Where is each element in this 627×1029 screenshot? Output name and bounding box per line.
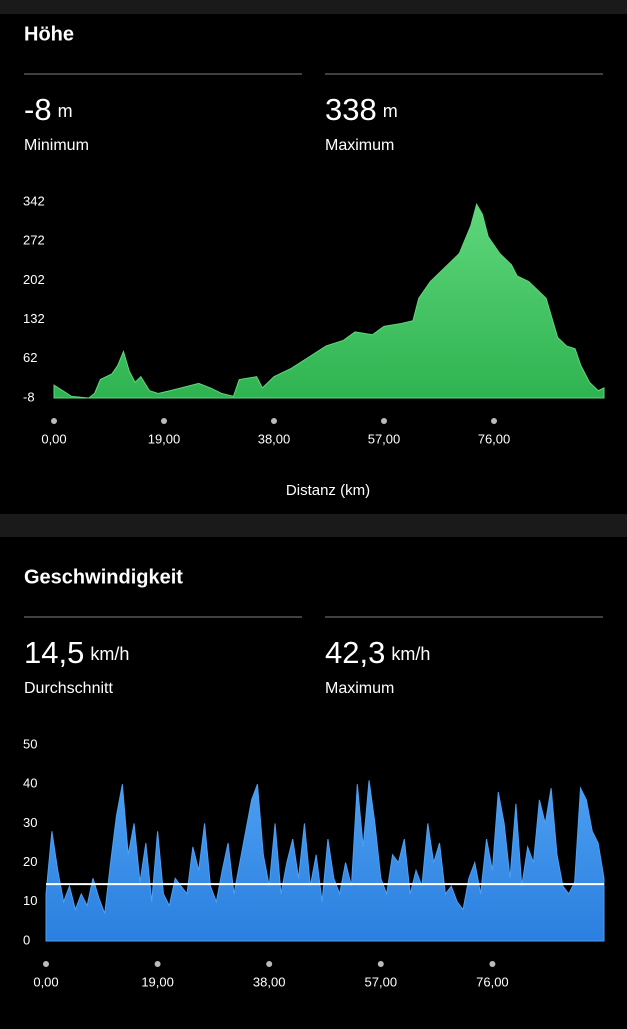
top-strip [0,0,627,14]
stat-unit: m [383,101,398,121]
stat-label: Maximum [325,680,394,697]
x-tick-label: 38,00 [258,431,291,446]
y-tick-label: 0 [23,932,30,947]
section-title: Geschwindigkeit [24,566,183,588]
stat-value: 42,3 km/h [325,635,430,670]
stat-value: -8 m [24,92,73,127]
y-tick-label: 202 [23,272,45,287]
x-tick-dot [43,961,49,967]
stat-unit: km/h [391,644,430,664]
section-title: Höhe [24,23,74,45]
x-tick-label: 19,00 [148,431,181,446]
x-tick-label: 0,00 [33,974,58,989]
x-tick-label: 57,00 [368,431,401,446]
x-axis-label: Distanz (km) [286,482,370,499]
y-tick-label: -8 [23,389,35,404]
y-tick-label: 50 [23,736,37,751]
x-tick-dot [491,418,497,424]
x-tick-label: 76,00 [476,974,509,989]
y-tick-label: 272 [23,233,45,248]
y-tick-label: 40 [23,776,37,791]
stat-number: 338 [325,92,377,127]
stat-label: Maximum [325,137,394,154]
x-tick-label: 57,00 [365,974,398,989]
x-tick-label: 76,00 [478,431,511,446]
stat-label: Minimum [24,137,89,154]
stat-number: 14,5 [24,635,84,670]
stat-label: Durchschnitt [24,680,113,697]
y-tick-label: 62 [23,350,37,365]
x-tick-label: 38,00 [253,974,286,989]
x-tick-dot [51,418,57,424]
stat-value: 14,5 km/h [24,635,129,670]
x-tick-label: 19,00 [141,974,174,989]
stat-unit: km/h [90,644,129,664]
x-tick-dot [489,961,496,967]
x-tick-dot [154,961,161,967]
x-tick-dot [381,418,387,424]
stat-unit: m [58,101,73,121]
x-tick-dot [266,961,273,967]
x-tick-dot [377,961,384,967]
y-tick-label: 132 [23,311,45,326]
x-tick-dot [271,418,277,424]
section-separator [0,514,627,537]
x-tick-label: 0,00 [41,431,66,446]
stat-number: 42,3 [325,635,385,670]
stat-value: 338 m [325,92,398,127]
x-tick-dot [161,418,167,424]
area [45,780,605,942]
y-tick-label: 10 [23,893,37,908]
y-tick-label: 20 [23,854,37,869]
y-tick-label: 342 [23,193,45,208]
area [53,202,605,399]
y-tick-label: 30 [23,815,37,830]
stat-number: -8 [24,92,52,127]
